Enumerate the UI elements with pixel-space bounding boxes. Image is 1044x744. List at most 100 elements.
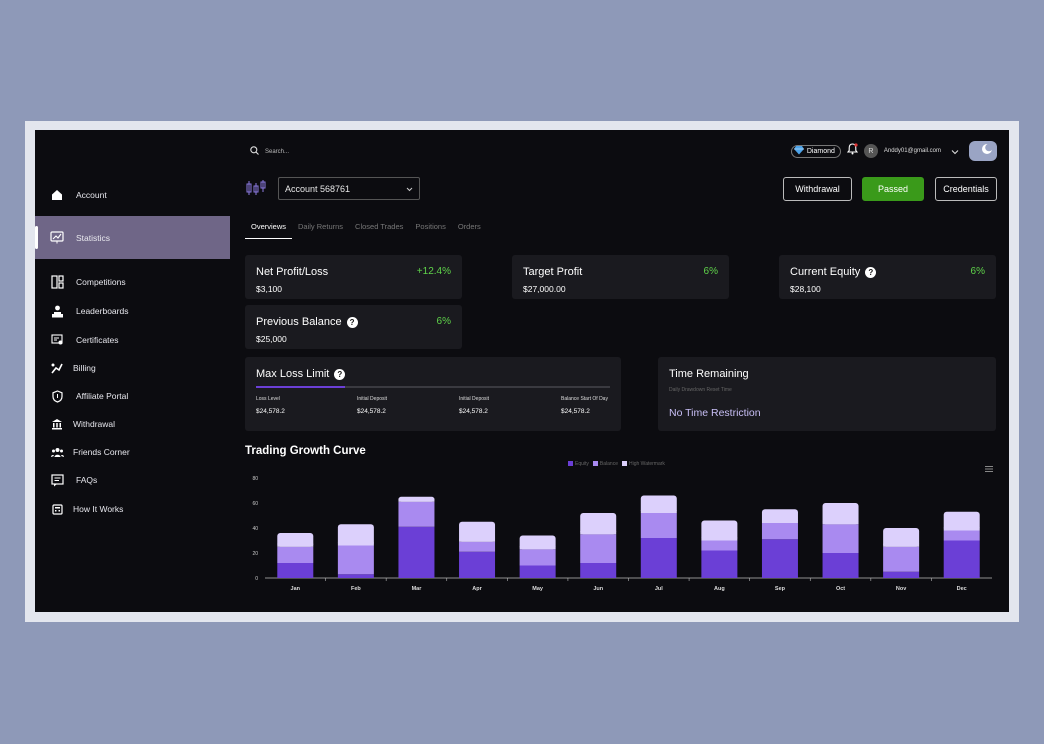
withdrawal-button[interactable]: Withdrawal — [783, 177, 852, 201]
bar-equity-mar[interactable] — [398, 526, 435, 578]
bar-balance-jul[interactable] — [640, 513, 677, 538]
y-tick-label: 40 — [252, 526, 258, 532]
sidebar-item-faqs[interactable]: FAQs — [35, 472, 230, 488]
bar-segment-join — [701, 537, 738, 541]
sidebar-item-withdrawal[interactable]: Withdrawal — [35, 416, 230, 432]
account-select[interactable]: Account 568761 — [278, 177, 420, 200]
app-window: Account Statistics Competitions — [35, 130, 1009, 612]
bar-equity-jun[interactable] — [580, 563, 617, 578]
bar-equity-jan[interactable] — [277, 563, 314, 578]
sidebar-item-label: Billing — [73, 363, 96, 373]
tier-badge[interactable]: Diamond — [790, 144, 841, 158]
hamburger-menu-icon[interactable] — [985, 459, 993, 477]
bar-high-watermark-sep[interactable] — [761, 509, 798, 523]
help-icon[interactable]: ? — [346, 316, 358, 328]
bar-balance-mar[interactable] — [398, 501, 435, 527]
bar-high-watermark-jul[interactable] — [640, 495, 677, 514]
x-tick-label-jun: Jun — [593, 586, 603, 592]
tab-overviews[interactable]: Overviews — [245, 222, 293, 239]
bell-icon[interactable] — [846, 142, 859, 160]
bar-equity-nov[interactable] — [883, 571, 920, 578]
bar-equity-sep[interactable] — [761, 539, 798, 578]
group-icon — [50, 445, 64, 459]
y-tick-label: 0 — [255, 576, 258, 582]
sidebar-item-competitions[interactable]: Competitions — [35, 274, 230, 290]
tab-daily-returns[interactable]: Daily Returns — [298, 222, 344, 231]
passed-button[interactable]: Passed — [862, 177, 924, 201]
sidebar-item-label: FAQs — [76, 475, 98, 485]
bar-high-watermark-jan[interactable] — [277, 533, 314, 547]
bar-high-watermark-jun[interactable] — [580, 513, 617, 535]
bar-balance-sep[interactable] — [761, 523, 798, 540]
sidebar-item-leaderboards[interactable]: Leaderboards — [35, 303, 230, 319]
bar-balance-may[interactable] — [519, 549, 556, 566]
credentials-button[interactable]: Credentials — [935, 177, 997, 201]
tab-closed-trades[interactable]: Closed Trades — [355, 222, 404, 231]
sidebar-item-account[interactable]: Account — [35, 187, 230, 203]
bar-balance-nov[interactable] — [883, 546, 920, 572]
help-icon[interactable]: ? — [865, 266, 877, 278]
sidebar-item-certificates[interactable]: Certificates — [35, 332, 230, 348]
bar-balance-jan[interactable] — [277, 546, 314, 563]
legend-label: Equity — [575, 461, 589, 467]
bar-balance-apr[interactable] — [459, 541, 496, 552]
card-label: Current Equity — [790, 266, 861, 278]
card-label: Target Profit — [523, 266, 583, 278]
sidebar-item-affiliate-portal[interactable]: Affiliate Portal — [35, 388, 230, 404]
user-email[interactable]: Anddy01@gmail.com — [883, 148, 941, 154]
bar-high-watermark-nov[interactable] — [883, 528, 920, 547]
tab-positions[interactable]: Positions — [415, 222, 446, 231]
search-input[interactable]: Search... — [265, 148, 290, 155]
theme-toggle[interactable] — [969, 141, 997, 161]
bar-equity-jul[interactable] — [640, 538, 677, 578]
x-tick-label-jul: Jul — [655, 586, 663, 592]
podium-user-icon — [50, 304, 64, 318]
avatar[interactable]: R — [863, 144, 878, 158]
sidebar-item-statistics[interactable]: Statistics — [35, 216, 230, 259]
bar-equity-oct[interactable] — [822, 553, 859, 578]
sidebar-item-billing[interactable]: Billing — [35, 360, 230, 376]
search-bar[interactable]: Search... — [250, 146, 289, 157]
help-icon[interactable]: ? — [334, 368, 346, 380]
bar-equity-apr[interactable] — [459, 551, 496, 578]
sidebar-item-friends-corner[interactable]: Friends Corner — [35, 444, 230, 460]
bar-high-watermark-feb[interactable] — [337, 524, 374, 546]
bar-equity-aug[interactable] — [701, 550, 738, 579]
layout-icon — [50, 275, 64, 289]
card-value: $3,100 — [256, 284, 282, 294]
max-loss-column: Balance Start Of Day $24,578.2 — [561, 396, 608, 415]
bar-high-watermark-mar[interactable] — [398, 496, 435, 502]
chevron-down-icon[interactable] — [951, 142, 959, 160]
tab-orders[interactable]: Orders — [457, 222, 481, 231]
bar-high-watermark-oct[interactable] — [822, 503, 859, 525]
card-label: Max Loss Limit — [256, 368, 330, 380]
bar-equity-may[interactable] — [519, 565, 556, 579]
bar-high-watermark-aug[interactable] — [701, 520, 738, 541]
sidebar-item-how-it-works[interactable]: How It Works — [35, 501, 230, 517]
max-loss-column: Loss Level $24,578.2 — [256, 396, 285, 415]
bar-equity-feb[interactable] — [337, 574, 374, 578]
bar-balance-jun[interactable] — [580, 534, 617, 563]
legend-item-balance[interactable]: Balance — [592, 461, 618, 467]
legend-item-high-watermark[interactable]: High Watermark — [621, 461, 665, 467]
legend-label: High Watermark — [628, 461, 665, 467]
legend-item-equity[interactable]: Equity — [568, 461, 589, 467]
bar-high-watermark-may[interactable] — [519, 535, 556, 550]
bar-balance-dec[interactable] — [943, 530, 980, 541]
sidebar-item-label: Account — [76, 190, 107, 200]
bar-segment-join — [580, 531, 617, 535]
bar-segment-join — [761, 520, 798, 523]
sidebar-item-label: Withdrawal — [73, 419, 116, 429]
bar-balance-aug[interactable] — [701, 540, 738, 551]
previous-balance-card: Previous Balance? $25,000 6% — [245, 305, 462, 349]
bar-segment-join — [883, 543, 920, 547]
bar-equity-dec[interactable] — [943, 540, 980, 579]
current-equity-card: Current Equity? $28,100 6% — [779, 255, 996, 299]
x-tick-label-oct: Oct — [836, 586, 845, 592]
bar-high-watermark-apr[interactable] — [459, 521, 496, 542]
bar-balance-feb[interactable] — [337, 545, 374, 575]
bar-balance-oct[interactable] — [822, 524, 859, 553]
x-tick-label-may: May — [532, 586, 544, 592]
bar-high-watermark-dec[interactable] — [943, 511, 980, 531]
column-label: Initial Deposit — [459, 396, 490, 402]
